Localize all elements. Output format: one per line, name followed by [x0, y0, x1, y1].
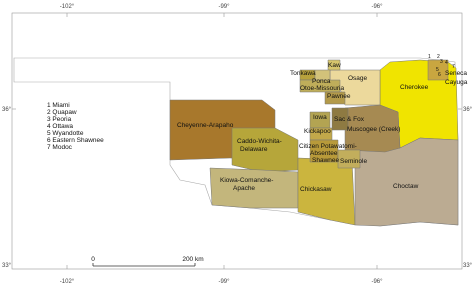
graticule-label: -99° [218, 279, 230, 285]
regions [169, 59, 459, 227]
region-label: Caddo-Wichita- [237, 138, 282, 145]
choctaw [354, 137, 459, 227]
corner-number: 4 [445, 60, 448, 66]
scale-label: 0 [91, 256, 95, 263]
graticule-label: -96° [371, 279, 383, 285]
legend-item: 5 Wyandotte [47, 130, 84, 137]
graticule-label: 36° [2, 107, 12, 113]
graticule-ticks [12, 13, 462, 269]
kaw [327, 59, 341, 71]
region-label: Iowa [313, 114, 327, 121]
legend-item: 6 Eastern Shawnee [47, 137, 104, 144]
corner-number: 6 [438, 72, 441, 78]
legend: 1 Miami 2 Quapaw 3 Peoria 4 Ottawa 5 Wya… [47, 102, 104, 151]
region-label: Cheyenne-Arapaho [177, 122, 234, 129]
graticule-label: 33° [463, 263, 473, 269]
graticule-label: 36° [463, 107, 473, 113]
region-label: Shawnee [312, 157, 339, 164]
graticule-label: 33° [2, 263, 12, 269]
region-label: Chickasaw [300, 186, 332, 193]
region-label: Seneca [445, 70, 467, 77]
ne-tribes [427, 59, 449, 81]
region-label: Cherokee [400, 84, 429, 91]
region-label: Kickapoo [304, 128, 331, 135]
region-label: Choctaw [393, 183, 419, 190]
region-label: Apache [233, 185, 255, 192]
graticule-label: -96° [371, 4, 383, 10]
sacfox [331, 107, 349, 131]
region-label: Ponca [312, 78, 331, 85]
graticule-label: -102° [60, 4, 75, 10]
region-label: Delaware [240, 146, 268, 153]
region-label: Otoe-Missouria [300, 85, 344, 92]
region-label: Pawnee [327, 93, 351, 100]
region-label: Citizen Potawatomi- [299, 143, 357, 150]
pawnee [324, 91, 346, 105]
corner-number: 7 [452, 64, 455, 70]
seminole [337, 149, 361, 169]
region-label: Kaw [328, 62, 341, 69]
region-label: Sac & Fox [334, 116, 365, 123]
region-label: Tonkawa [290, 70, 316, 77]
legend-item: 4 Ottawa [47, 123, 73, 130]
corner-number: 2 [437, 54, 440, 60]
region-label: Muscogee (Creek) [347, 126, 400, 133]
region-label: Osage [348, 75, 368, 82]
scale-bar: 0 200 km [91, 256, 204, 267]
legend-item: 7 Modoc [47, 144, 73, 151]
legend-item: 1 Miami [47, 102, 70, 109]
region-label: Cayuga [445, 79, 468, 86]
corner-number: 5 [436, 67, 439, 73]
legend-item: 3 Peoria [47, 116, 72, 123]
corner-number: 1 [428, 54, 431, 60]
region-label: Kiowa-Comanche- [220, 177, 273, 184]
corner-numbers: 1 2 3 4 5 6 7 [428, 54, 455, 78]
region-labels: Kaw Tonkawa Ponca Osage Otoe-Missouria P… [177, 62, 468, 193]
scale-label: 200 km [182, 256, 203, 263]
legend-item: 2 Quapaw [47, 109, 77, 116]
region-label: Seminole [340, 158, 367, 165]
corner-number: 3 [440, 59, 443, 65]
graticule-label: -102° [60, 279, 75, 285]
graticule-label: -99° [218, 4, 230, 10]
region-label: Absentee [310, 150, 338, 157]
